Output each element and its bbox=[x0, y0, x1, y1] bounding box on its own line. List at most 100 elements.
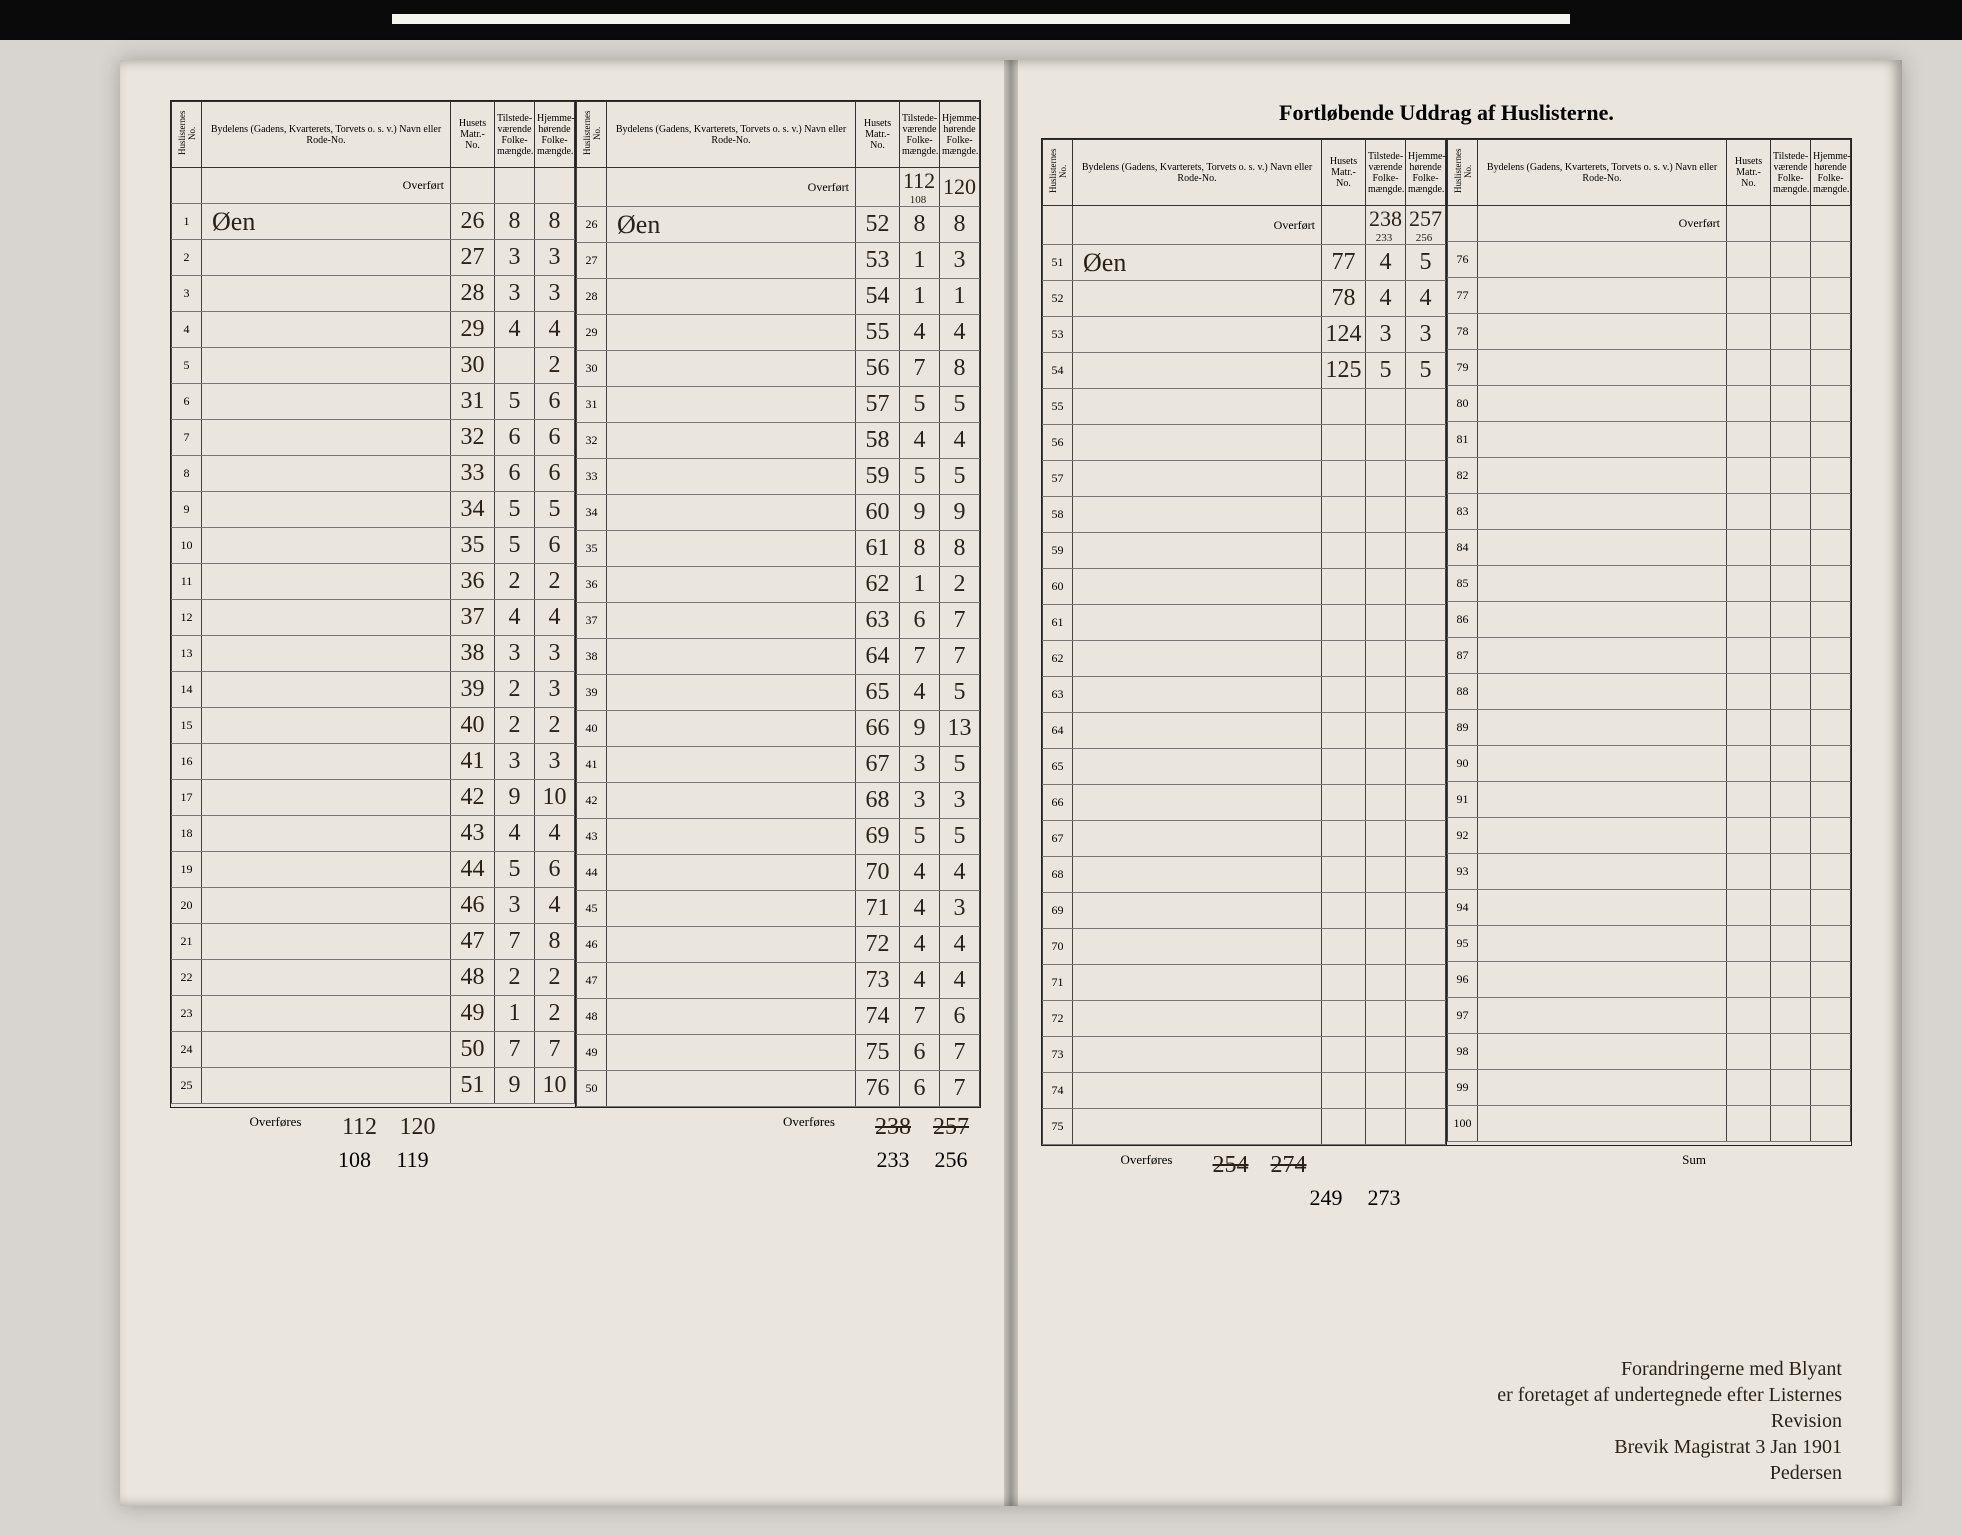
row-number: 49 bbox=[577, 1035, 607, 1071]
row-number: 13 bbox=[172, 636, 202, 672]
table-row: 51Øen7745 bbox=[1043, 245, 1446, 281]
row-desc bbox=[1478, 710, 1727, 746]
row-hjemme bbox=[1811, 314, 1851, 350]
footnote-line: er foretaget af undertegnede efter Liste… bbox=[1497, 1382, 1842, 1408]
row-number: 5 bbox=[172, 348, 202, 384]
footnote-line: Forandringerne med Blyant bbox=[1497, 1356, 1842, 1382]
row-desc bbox=[202, 492, 451, 528]
row-matr bbox=[1727, 494, 1771, 530]
left-page: Huslisternes No.Bydelens (Gadens, Kvarte… bbox=[120, 60, 1011, 1506]
row-desc bbox=[1478, 1106, 1727, 1142]
table-row: 100 bbox=[1448, 1106, 1851, 1142]
overfort-b: 257256 bbox=[1406, 206, 1446, 245]
row-matr: 58 bbox=[856, 423, 900, 459]
row-number: 51 bbox=[1043, 245, 1073, 281]
row-hjemme: 10 bbox=[535, 1068, 575, 1104]
table-row: 71 bbox=[1043, 965, 1446, 1001]
row-number: 10 bbox=[172, 528, 202, 564]
row-desc bbox=[1478, 962, 1727, 998]
row-number: 52 bbox=[1043, 281, 1073, 317]
row-matr bbox=[1727, 962, 1771, 998]
row-hjemme: 5 bbox=[940, 459, 980, 495]
row-matr: 52 bbox=[856, 207, 900, 243]
row-number: 77 bbox=[1448, 278, 1478, 314]
table-row: 84 bbox=[1448, 530, 1851, 566]
row-matr bbox=[1727, 1106, 1771, 1142]
table-row: 89 bbox=[1448, 710, 1851, 746]
row-number: 80 bbox=[1448, 386, 1478, 422]
row-number: 55 bbox=[1043, 389, 1073, 425]
row-number: 46 bbox=[577, 927, 607, 963]
row-matr: 69 bbox=[856, 819, 900, 855]
row-matr: 53 bbox=[856, 243, 900, 279]
row-desc bbox=[202, 312, 451, 348]
extra-val: 256 bbox=[931, 1147, 971, 1173]
overfores-label: Overføres bbox=[1051, 1152, 1193, 1179]
row-hjemme: 3 bbox=[535, 744, 575, 780]
table-row: 295544 bbox=[577, 315, 980, 351]
row-hjemme bbox=[1406, 857, 1446, 893]
row-matr bbox=[1727, 566, 1771, 602]
row-tilstede bbox=[1366, 713, 1406, 749]
row-tilstede bbox=[1366, 821, 1406, 857]
row-desc bbox=[607, 747, 856, 783]
row-hjemme: 10 bbox=[535, 780, 575, 816]
row-matr: 36 bbox=[451, 564, 495, 600]
table-row: 1742910 bbox=[172, 780, 575, 816]
row-matr bbox=[1322, 533, 1366, 569]
row-number: 40 bbox=[577, 711, 607, 747]
row-matr: 55 bbox=[856, 315, 900, 351]
row-hjemme: 4 bbox=[940, 315, 980, 351]
row-hjemme bbox=[1406, 641, 1446, 677]
row-hjemme: 5 bbox=[940, 747, 980, 783]
row-hjemme: 2 bbox=[535, 996, 575, 1032]
row-number: 79 bbox=[1448, 350, 1478, 386]
table-row: 2551910 bbox=[172, 1068, 575, 1104]
table-row: 497567 bbox=[577, 1035, 980, 1071]
overfort-row: Overført bbox=[1448, 206, 1851, 242]
col-hjemme: Hjemme-hørende Folke-mængde. bbox=[940, 102, 980, 168]
row-desc bbox=[1478, 602, 1727, 638]
row-matr: 49 bbox=[451, 996, 495, 1032]
ledger-table: Huslisternes No.Bydelens (Gadens, Kvarte… bbox=[171, 101, 575, 1104]
row-hjemme bbox=[1811, 1106, 1851, 1142]
row-desc bbox=[1478, 458, 1727, 494]
overfores-label: Overføres bbox=[714, 1114, 856, 1141]
col-huslisternes-no: Huslisternes No. bbox=[172, 102, 202, 168]
row-matr: 62 bbox=[856, 567, 900, 603]
row-hjemme: 2 bbox=[535, 960, 575, 996]
row-matr: 34 bbox=[451, 492, 495, 528]
row-matr bbox=[1322, 605, 1366, 641]
row-matr: 27 bbox=[451, 240, 495, 276]
row-number: 7 bbox=[172, 420, 202, 456]
row-number: 99 bbox=[1448, 1070, 1478, 1106]
row-desc bbox=[1073, 857, 1322, 893]
table-row: 22733 bbox=[172, 240, 575, 276]
row-desc bbox=[607, 1071, 856, 1107]
row-tilstede bbox=[1366, 965, 1406, 1001]
table-row: 436955 bbox=[577, 819, 980, 855]
row-tilstede: 4 bbox=[900, 963, 940, 999]
row-matr: 47 bbox=[451, 924, 495, 960]
row-number: 33 bbox=[577, 459, 607, 495]
row-number: 45 bbox=[577, 891, 607, 927]
row-tilstede: 3 bbox=[900, 747, 940, 783]
row-matr: 65 bbox=[856, 675, 900, 711]
extra-totals-right: 249 273 bbox=[1041, 1185, 1852, 1211]
row-desc bbox=[1478, 638, 1727, 674]
table-row: 82 bbox=[1448, 458, 1851, 494]
row-number: 59 bbox=[1043, 533, 1073, 569]
row-tilstede bbox=[1366, 461, 1406, 497]
table-row: 164133 bbox=[172, 744, 575, 780]
row-matr: 71 bbox=[856, 891, 900, 927]
row-hjemme: 2 bbox=[535, 564, 575, 600]
row-number: 16 bbox=[172, 744, 202, 780]
row-hjemme bbox=[1811, 1034, 1851, 1070]
row-tilstede bbox=[1771, 710, 1811, 746]
row-desc bbox=[1478, 386, 1727, 422]
overfores-val-a: 238 bbox=[873, 1114, 913, 1141]
overfort-row: Overført238233257256 bbox=[1043, 206, 1446, 245]
row-number: 57 bbox=[1043, 461, 1073, 497]
row-number: 11 bbox=[172, 564, 202, 600]
row-tilstede: 3 bbox=[495, 744, 535, 780]
